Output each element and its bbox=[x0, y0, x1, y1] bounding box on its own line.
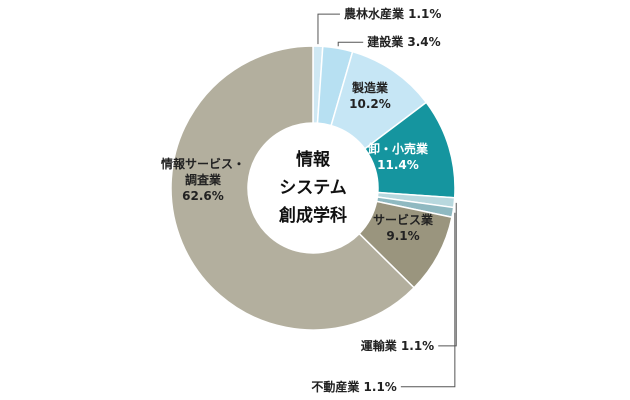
leader-line-6 bbox=[400, 212, 456, 388]
center-hole bbox=[248, 123, 378, 253]
slice-label-4-line-1: 卸・小売業 bbox=[368, 141, 429, 156]
slices-group bbox=[170, 45, 456, 331]
center-label-line-1: 情報 bbox=[296, 149, 331, 170]
slice-label-2: 建設業 3.4% bbox=[366, 34, 440, 49]
slice-label-3-line-2: 10.2% bbox=[349, 97, 391, 111]
center-label-line-2: システム bbox=[279, 178, 347, 198]
slice-label-7-line-2: 9.1% bbox=[386, 229, 419, 243]
slice-label-3-line-1: 製造業 bbox=[351, 80, 389, 95]
slice-label-5: 運輸業 1.1% bbox=[361, 338, 434, 353]
slice-label-4-line-2: 11.4% bbox=[377, 158, 419, 172]
center-label: 情報 システム 創成学科 bbox=[278, 149, 347, 226]
leader-lines-group bbox=[317, 13, 457, 388]
slice-label-8-line-1: 情報サービス・ bbox=[161, 156, 245, 171]
slice-label-1: 農林水産業 1.1% bbox=[344, 6, 441, 21]
center-label-line-3: 創成学科 bbox=[278, 205, 347, 226]
leader-line-2 bbox=[337, 41, 364, 47]
leader-line-5 bbox=[438, 202, 457, 347]
slice-label-7-line-1: サービス業 bbox=[373, 212, 434, 227]
slice-8 bbox=[170, 45, 416, 331]
slice-labels-group: 農林水産業 1.1% 建設業 3.4% 製造業 10.2% 卸・小売業 11.4% 運輸業 … bbox=[161, 6, 441, 394]
leader-line-1 bbox=[317, 13, 340, 45]
slice-label-6: 不動産業 1.1% bbox=[311, 379, 396, 394]
slice-label-8-line-2: 調査業 bbox=[185, 172, 222, 187]
slice-label-8-line-3: 62.6% bbox=[182, 189, 224, 203]
